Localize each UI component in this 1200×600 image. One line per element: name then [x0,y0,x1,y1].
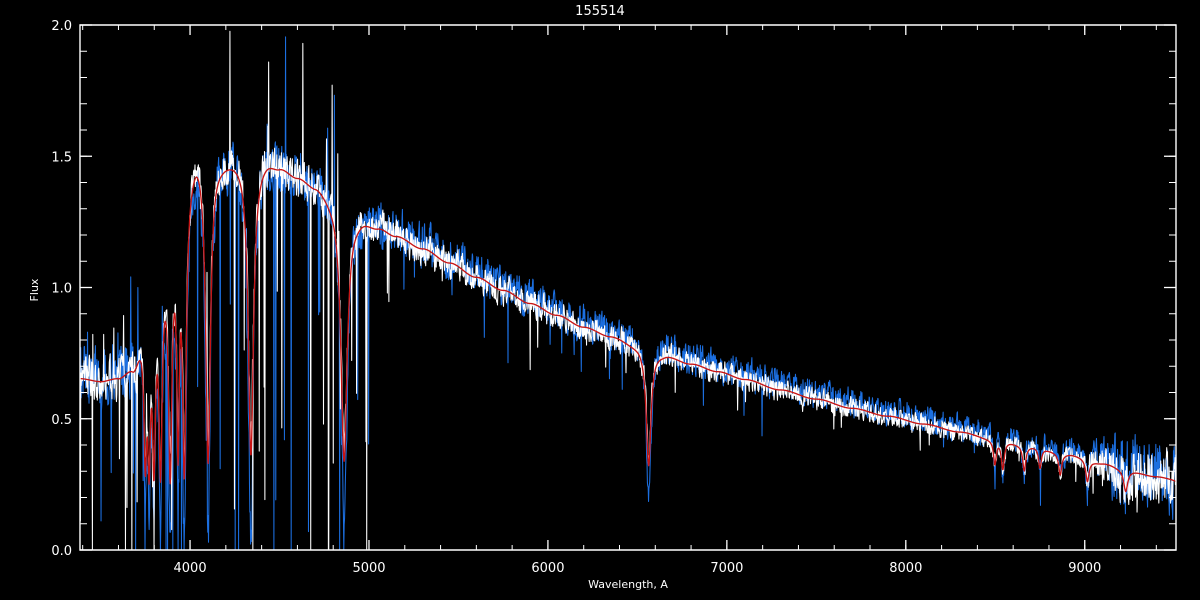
x-tick-label: 5000 [352,561,385,576]
y-tick-label: 1.5 [51,150,72,165]
x-tick-label: 9000 [1068,561,1101,576]
x-axis-label: Wavelength, A [588,578,668,591]
spectrum-data-layer [79,30,1177,551]
y-tick-label: 2.0 [51,19,72,34]
y-tick-label: 0.5 [51,413,72,428]
x-tick-label: 6000 [531,561,564,576]
y-tick-label: 1.0 [51,282,72,297]
y-tick-label: 0.0 [51,544,72,559]
x-tick-label: 4000 [174,561,207,576]
plot-frame-and-axes [79,24,1177,551]
tick-labels: 4000 5000 6000 7000 8000 9000 0.0 0.5 1.0 1.5 2.0 [51,19,1101,576]
page-title: 155514 [575,4,625,19]
x-tick-label: 8000 [889,561,922,576]
spectrum-trace-model-red [79,167,1177,493]
y-axis-label: Flux [28,278,41,301]
x-tick-label: 7000 [710,561,743,576]
